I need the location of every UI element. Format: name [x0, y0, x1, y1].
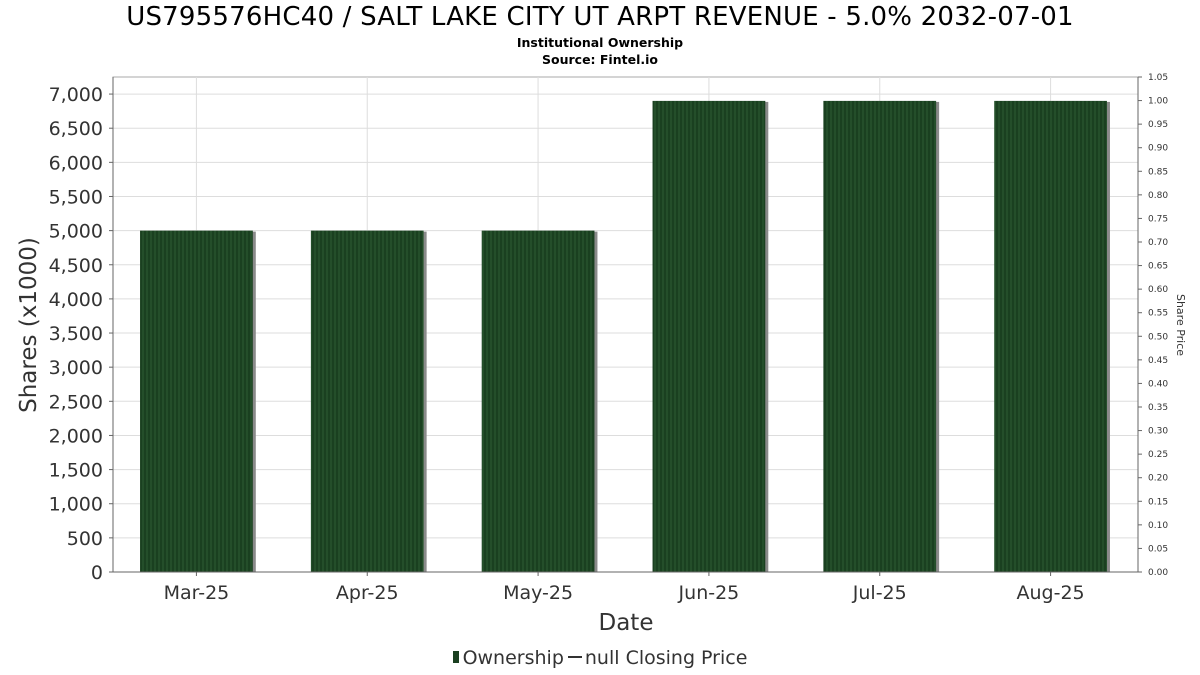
y-right-tick-label: 0.85 [1148, 167, 1168, 177]
y-tick-label: 6,000 [49, 152, 103, 174]
bar-aug-25 [994, 100, 1107, 573]
y-tick-label: 2,500 [49, 391, 103, 413]
y-axis-right-title: Share Price [1174, 294, 1187, 356]
y-tick-label: 2,000 [49, 425, 103, 447]
y-tick-label: 1,000 [49, 494, 103, 516]
y-right-tick-label: 0.75 [1148, 214, 1168, 224]
bars-layer [140, 100, 1110, 573]
y-right-tick-label: 0.65 [1148, 262, 1168, 272]
y-right-tick-label: 0.10 [1148, 521, 1168, 531]
y-right-tick-label: 1.05 [1148, 73, 1168, 83]
bar-jun-25 [652, 100, 766, 573]
y-right-tick-label: 0.50 [1148, 332, 1168, 342]
bar-jul-25 [823, 100, 937, 573]
axes-layer: 0 500 1,000 1,500 2,000 2,500 3,000 3,500 4,000 4… [49, 73, 1169, 604]
legend-closing-price-swatch [567, 655, 582, 658]
y-tick-label: 500 [67, 528, 103, 550]
y-axis-title: Shares (x1000) [16, 237, 42, 413]
y-right-tick-label: 0.35 [1148, 403, 1168, 413]
legend-ownership-swatch [452, 650, 459, 663]
y-tick-label: 7,000 [49, 84, 103, 106]
legend-closing-price-label: null Closing Price [584, 647, 748, 669]
y-right-tick-label: 0.80 [1148, 191, 1168, 201]
y-right-tick-label: 0.00 [1148, 568, 1168, 578]
x-tick-label: Mar-25 [164, 582, 230, 604]
y-tick-label: 0 [91, 562, 103, 584]
y-right-tick-label: 0.45 [1148, 356, 1168, 366]
y-right-tick-label: 0.55 [1148, 309, 1168, 319]
y-tick-label: 6,500 [49, 118, 103, 140]
x-tick-label: May-25 [503, 582, 573, 604]
chart-title: US795576HC40 / SALT LAKE CITY UT ARPT RE… [126, 2, 1074, 32]
y-tick-label: 1,500 [49, 460, 103, 482]
y-right-tick-label: 0.15 [1148, 497, 1168, 507]
y-right-tick-label: 1.00 [1148, 97, 1168, 107]
y-right-tick-label: 0.20 [1148, 474, 1168, 484]
y-right-tick-label: 0.60 [1148, 285, 1168, 295]
legend-ownership-label: Ownership [462, 647, 564, 669]
bar-may-25 [481, 230, 595, 572]
y-right-tick-label: 0.30 [1148, 427, 1168, 437]
x-tick-label: Apr-25 [336, 582, 399, 604]
grid-layer [112, 76, 1139, 573]
y-right-tick-label: 0.25 [1148, 450, 1168, 460]
y-tick-label: 4,500 [49, 255, 103, 277]
x-tick-label: Aug-25 [1017, 582, 1085, 604]
chart-subtitle: Institutional Ownership [516, 35, 684, 50]
x-tick-label: Jun-25 [678, 582, 740, 604]
y-tick-label: 4,000 [49, 289, 103, 311]
bar-apr-25 [310, 230, 424, 572]
y-right-tick-label: 0.90 [1148, 144, 1168, 154]
x-tick-label: Jul-25 [852, 582, 907, 604]
y-right-tick-label: 0.40 [1148, 379, 1168, 389]
y-right-tick-label: 0.05 [1148, 544, 1168, 554]
y-tick-label: 3,500 [49, 323, 103, 345]
y-right-tick-label: 0.95 [1148, 120, 1168, 130]
y-tick-label: 5,500 [49, 186, 103, 208]
plot-area [112, 76, 1139, 573]
y-tick-label: 5,000 [49, 221, 103, 243]
legend: Ownership null Closing Price [0, 647, 1200, 669]
chart-source: Source: Fintel.io [542, 52, 658, 67]
y-right-tick-label: 0.70 [1148, 238, 1168, 248]
y-tick-label: 3,000 [49, 357, 103, 379]
bar-mar-25 [140, 230, 253, 572]
x-axis-title: Date [599, 610, 654, 636]
